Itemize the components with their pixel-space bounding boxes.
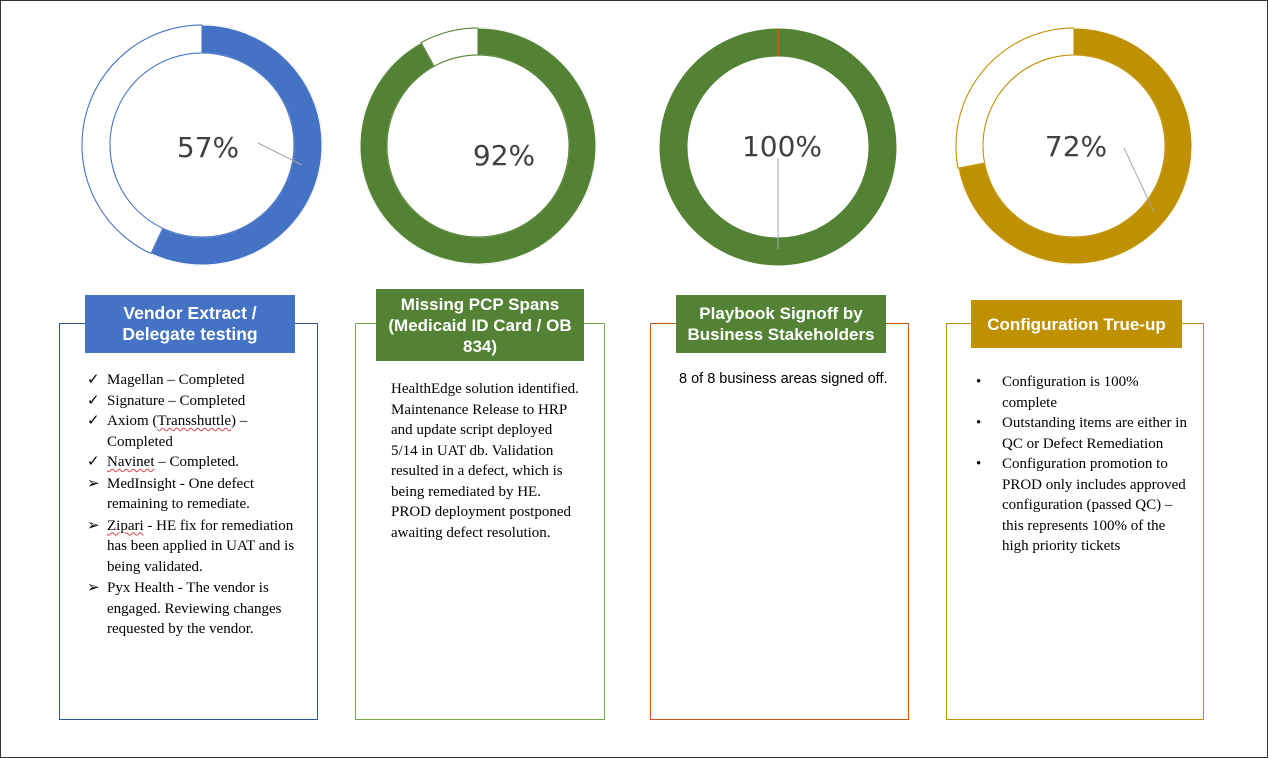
arrow-bullet-icon: ➢ bbox=[87, 580, 100, 596]
panel-vendor-extract: ✓ Magellan – Completed ✓ Signature – Comple… bbox=[59, 323, 318, 720]
list-item-text: Navinet – Completed. bbox=[107, 454, 240, 470]
checkmark-icon: ✓ bbox=[87, 413, 100, 429]
panel-title-vendor-extract: Vendor Extract / Delegate testing bbox=[85, 295, 295, 353]
spellcheck-underlined-word: Transshuttle bbox=[157, 413, 232, 429]
list-item: ➢ Pyx Health - The vendor is engaged. Rev… bbox=[87, 578, 299, 640]
arrow-bullet-icon: ➢ bbox=[87, 517, 100, 534]
label-leader-line bbox=[257, 142, 303, 166]
configuration-status-list: Configuration is 100% completeOutstandin… bbox=[976, 372, 1194, 557]
spellcheck-underlined-word: Zipari bbox=[107, 517, 144, 534]
donut-hole bbox=[109, 52, 295, 238]
list-item: ➢ MedInsight - One defect remaining to re… bbox=[87, 474, 299, 515]
checkmark-icon: ✓ bbox=[87, 372, 100, 388]
list-item: ✓ Axiom (Transshuttle) – Completed bbox=[87, 411, 299, 452]
panel-playbook-signoff: 8 of 8 business areas signed off. bbox=[650, 323, 909, 720]
list-item-text: Signature – Completed bbox=[107, 392, 246, 409]
list-item: ✓ Signature – Completed bbox=[87, 391, 299, 412]
list-item: Outstanding items are either in QC or De… bbox=[976, 413, 1194, 454]
list-item: ✓ Magellan – Completed bbox=[87, 370, 299, 391]
panel-title-configuration-true-up: Configuration True-up bbox=[971, 300, 1182, 348]
list-item-text: MedInsight - One defect remaining to rem… bbox=[107, 475, 255, 513]
arrow-bullet-icon: ➢ bbox=[87, 475, 100, 492]
label-leader-line bbox=[1123, 147, 1155, 213]
pcp-spans-body: HealthEdge solution identified. Maintena… bbox=[391, 381, 579, 541]
checkmark-icon: ✓ bbox=[87, 392, 100, 409]
panel-title-playbook-signoff: Playbook Signoff by Business Stakeholder… bbox=[676, 295, 886, 353]
panel-missing-pcp-spans: HealthEdge solution identified. Maintena… bbox=[355, 323, 605, 720]
playbook-signoff-body: 8 of 8 business areas signed off. bbox=[679, 371, 888, 387]
list-item: Configuration promotion to PROD only inc… bbox=[976, 454, 1194, 557]
panel-configuration-true-up: Configuration is 100% completeOutstandin… bbox=[946, 323, 1204, 720]
list-item: Configuration is 100% complete bbox=[976, 372, 1194, 413]
checkmark-icon: ✓ bbox=[87, 454, 100, 470]
percentage-label: 92% bbox=[473, 139, 535, 172]
list-item: ✓ Navinet – Completed. bbox=[87, 452, 299, 473]
percentage-label: 57% bbox=[177, 131, 239, 164]
donut-chart-playbook-signoff: 100% bbox=[659, 28, 897, 266]
list-item-text: Axiom (Transshuttle) – Completed bbox=[107, 413, 248, 450]
list-item-text: Zipari - HE fix for remediation has been… bbox=[107, 517, 295, 575]
donut-chart-vendor-extract: 57% bbox=[81, 24, 323, 266]
donut-chart-configuration: 72% bbox=[955, 27, 1193, 265]
list-item-text: Pyx Health - The vendor is engaged. Revi… bbox=[107, 580, 282, 637]
donut-hole bbox=[982, 54, 1166, 238]
donut-hole bbox=[386, 54, 570, 238]
donut-chart-missing-pcp-spans: 92% bbox=[359, 27, 597, 265]
percentage-label: 100% bbox=[742, 130, 822, 163]
list-item-text: Magellan – Completed bbox=[107, 372, 245, 388]
spellcheck-underlined-word: Navinet bbox=[107, 454, 155, 470]
panel-title-missing-pcp-spans: Missing PCP Spans (Medicaid ID Card / OB… bbox=[376, 289, 584, 361]
percentage-label: 72% bbox=[1045, 130, 1107, 163]
vendor-status-list: ✓ Magellan – Completed ✓ Signature – Comple… bbox=[87, 370, 299, 640]
list-item: ➢ Zipari - HE fix for remediation has bee… bbox=[87, 516, 299, 578]
